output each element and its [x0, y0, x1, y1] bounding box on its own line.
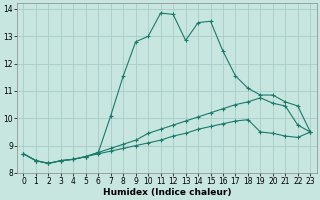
- X-axis label: Humidex (Indice chaleur): Humidex (Indice chaleur): [103, 188, 231, 197]
